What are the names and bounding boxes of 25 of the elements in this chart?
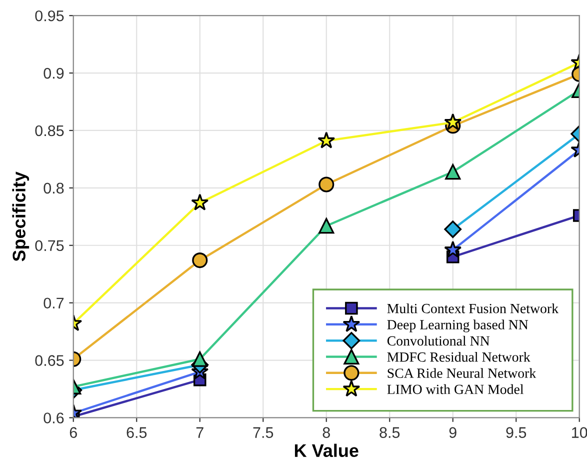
x-tick-label: 6 [70, 427, 77, 438]
y-tick-label: 0.75 [35, 240, 64, 252]
legend-label: Multi Context Fusion Network [387, 303, 559, 314]
legend-label: LIMO with GAN Model [387, 384, 524, 394]
x-tick-label: 6.5 [126, 427, 147, 438]
y-tick-label: 0.8 [44, 182, 64, 194]
legend-label: MDFC Residual Network [387, 352, 530, 362]
x-tick-label: 9 [449, 427, 456, 438]
y-tick-label: 0.7 [44, 298, 64, 309]
x-axis-title: K Value [294, 444, 358, 458]
x-tick-label: 8.5 [380, 427, 400, 438]
y-tick-label: 0.9 [44, 68, 64, 79]
y-tick-label: 0.6 [44, 412, 64, 424]
y-axis-title: Specificity [12, 172, 30, 262]
y-tick-label: 0.65 [35, 355, 64, 366]
x-tick-label: 9.5 [506, 427, 526, 438]
x-tick-label: 7.5 [253, 427, 274, 438]
legend-label: SCA Ride Neural Network [388, 368, 536, 378]
x-tick-label: 8 [322, 427, 330, 438]
x-tick-label: 7 [196, 427, 204, 438]
legend-label: Deep Learning based NN [387, 320, 528, 332]
legend-label: Convolutional NN [387, 336, 490, 346]
y-tick-label: 0.95 [35, 10, 64, 22]
y-tick-label: 0.85 [35, 125, 64, 136]
x-tick-label: 10 [572, 427, 587, 438]
